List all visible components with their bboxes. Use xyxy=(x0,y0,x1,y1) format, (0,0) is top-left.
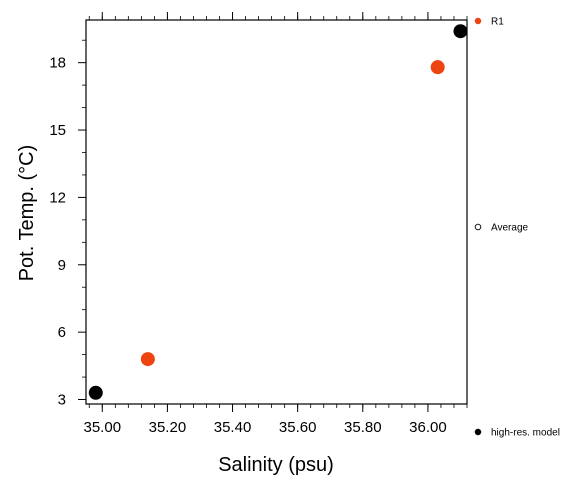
legend-marker xyxy=(474,223,482,231)
legend-marker xyxy=(474,428,482,436)
x-tick-label: 35.20 xyxy=(149,419,187,436)
y-axis-title: Pot. Temp. (°C) xyxy=(16,145,38,282)
y-tick-label: 3 xyxy=(58,392,66,409)
data-point xyxy=(453,24,468,39)
x-axis: 35.00 35.20 35.40 35.60 35.80 36.00 xyxy=(84,12,447,436)
data-point xyxy=(430,60,445,75)
minor-ticks xyxy=(82,16,468,408)
x-axis-title: Salinity (psu) xyxy=(218,454,334,476)
data-points xyxy=(88,24,468,400)
legend-label: R1 xyxy=(491,17,504,28)
y-tick-label: 12 xyxy=(49,189,66,206)
y-tick-label: 18 xyxy=(49,55,66,72)
y-tick-label: 9 xyxy=(58,257,66,274)
plot-frame xyxy=(85,19,468,405)
x-tick-label: 35.80 xyxy=(344,419,382,436)
legend-label: Average xyxy=(491,223,529,234)
x-tick-label: 36.00 xyxy=(409,419,447,436)
x-tick-label: 35.00 xyxy=(84,419,122,436)
x-tick-label: 35.60 xyxy=(279,419,317,436)
x-tick-label: 35.40 xyxy=(214,419,252,436)
data-point xyxy=(88,385,103,400)
y-tick-label: 15 xyxy=(49,122,66,139)
y-tick-label: 6 xyxy=(58,324,66,341)
legend-marker xyxy=(474,17,482,25)
legend-label: high-res. model xyxy=(491,428,560,439)
data-point xyxy=(140,352,155,367)
legend: R1 Average high-res. model xyxy=(474,17,560,439)
y-axis: 3 6 9 12 15 18 xyxy=(49,55,86,409)
